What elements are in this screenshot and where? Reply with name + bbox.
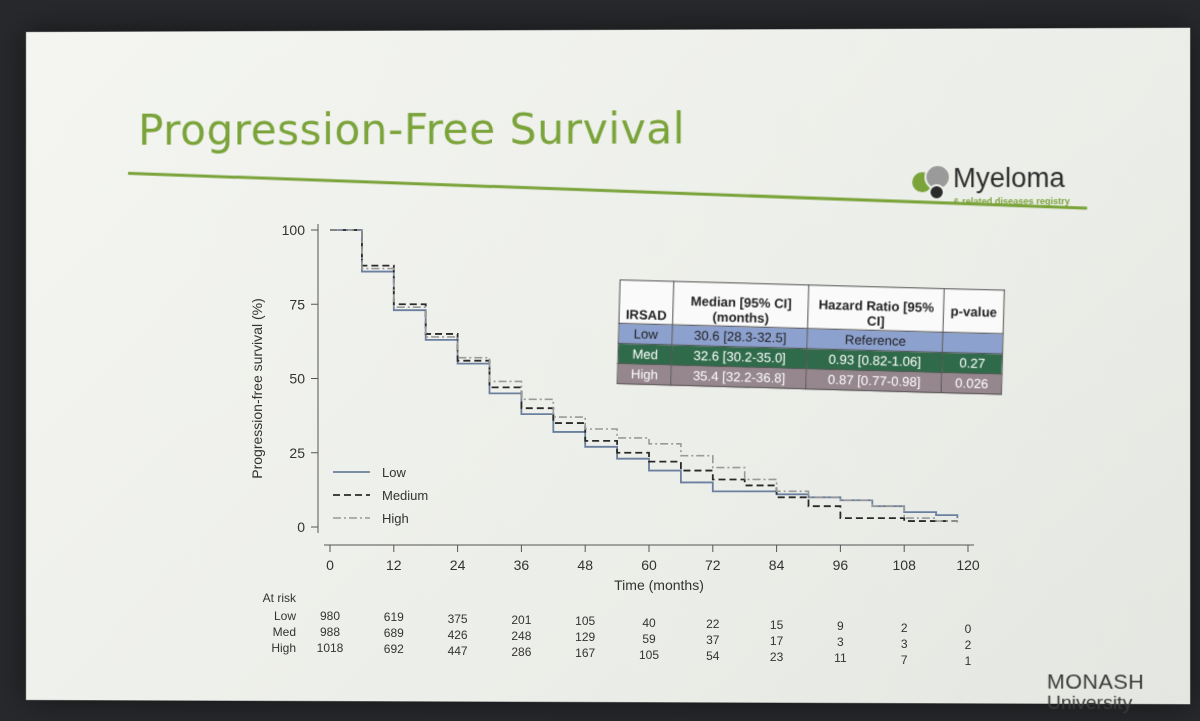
at-risk-cell: 201 (501, 613, 541, 627)
at-risk-cell: 619 (374, 610, 414, 624)
y-tick-label: 25 (289, 445, 305, 461)
at-risk-cell: 1 (948, 654, 988, 668)
at-risk-cell: 40 (629, 616, 669, 630)
legend-label-medium: Medium (382, 488, 428, 503)
x-tick-label: 48 (577, 557, 593, 573)
at-risk-cell: 129 (565, 630, 605, 644)
at-risk-cell: 375 (438, 612, 478, 626)
at-risk-cell: 17 (757, 634, 797, 648)
x-tick-label: 60 (641, 557, 657, 573)
x-tick-label: 108 (893, 557, 917, 573)
y-tick-label: 100 (282, 222, 306, 238)
at-risk-cell: 7 (884, 653, 924, 667)
at-risk-cell: 105 (629, 648, 669, 662)
at-risk-cell: 0 (948, 622, 988, 636)
at-risk-cell: 447 (438, 644, 478, 658)
at-risk-row-label: Low (236, 609, 296, 623)
at-risk-cell: 980 (310, 609, 350, 623)
x-tick-label: 120 (956, 557, 980, 573)
at-risk-cell: 22 (693, 617, 733, 631)
x-tick-label: 24 (450, 557, 466, 573)
at-risk-cell: 988 (310, 625, 350, 639)
at-risk-cell: 3 (820, 635, 860, 649)
at-risk-cell: 248 (501, 629, 541, 643)
at-risk-cell: 426 (438, 628, 478, 642)
at-risk-cell: 11 (820, 651, 860, 665)
at-risk-cell: 3 (884, 637, 924, 651)
at-risk-header: At risk (236, 591, 296, 605)
y-tick-label: 50 (289, 371, 305, 387)
at-risk-cell: 692 (374, 642, 414, 656)
at-risk-cell: 1018 (310, 641, 350, 655)
at-risk-cell: 105 (565, 614, 605, 628)
x-tick-label: 96 (833, 557, 849, 573)
y-tick-label: 0 (297, 519, 305, 535)
at-risk-cell: 2 (884, 621, 924, 635)
legend-label-high: High (382, 511, 409, 526)
x-tick-label: 84 (769, 557, 785, 573)
x-tick-label: 72 (705, 557, 721, 573)
at-risk-cell: 689 (374, 626, 414, 640)
series-line-high (330, 230, 957, 524)
legend-label-low: Low (382, 465, 406, 480)
x-tick-label: 12 (386, 557, 402, 573)
at-risk-cell: 23 (757, 650, 797, 664)
at-risk-cell: 9 (820, 619, 860, 633)
at-risk-cell: 167 (565, 646, 605, 660)
at-risk-row-label: Med (236, 625, 296, 639)
x-tick-label: 36 (514, 557, 530, 573)
at-risk-cell: 286 (501, 645, 541, 659)
at-risk-cell: 54 (693, 649, 733, 663)
y-tick-label: 75 (289, 296, 305, 312)
x-axis-label: Time (months) (614, 577, 704, 593)
at-risk-cell: 2 (948, 638, 988, 652)
at-risk-cell: 59 (629, 632, 669, 646)
at-risk-cell: 15 (757, 618, 797, 632)
at-risk-row-label: High (236, 641, 296, 655)
y-axis-label: Progression-free survival (%) (249, 298, 265, 479)
series-line-low (330, 230, 957, 518)
series-line-medium (330, 230, 957, 521)
at-risk-cell: 37 (693, 633, 733, 647)
x-tick-label: 0 (326, 557, 334, 573)
